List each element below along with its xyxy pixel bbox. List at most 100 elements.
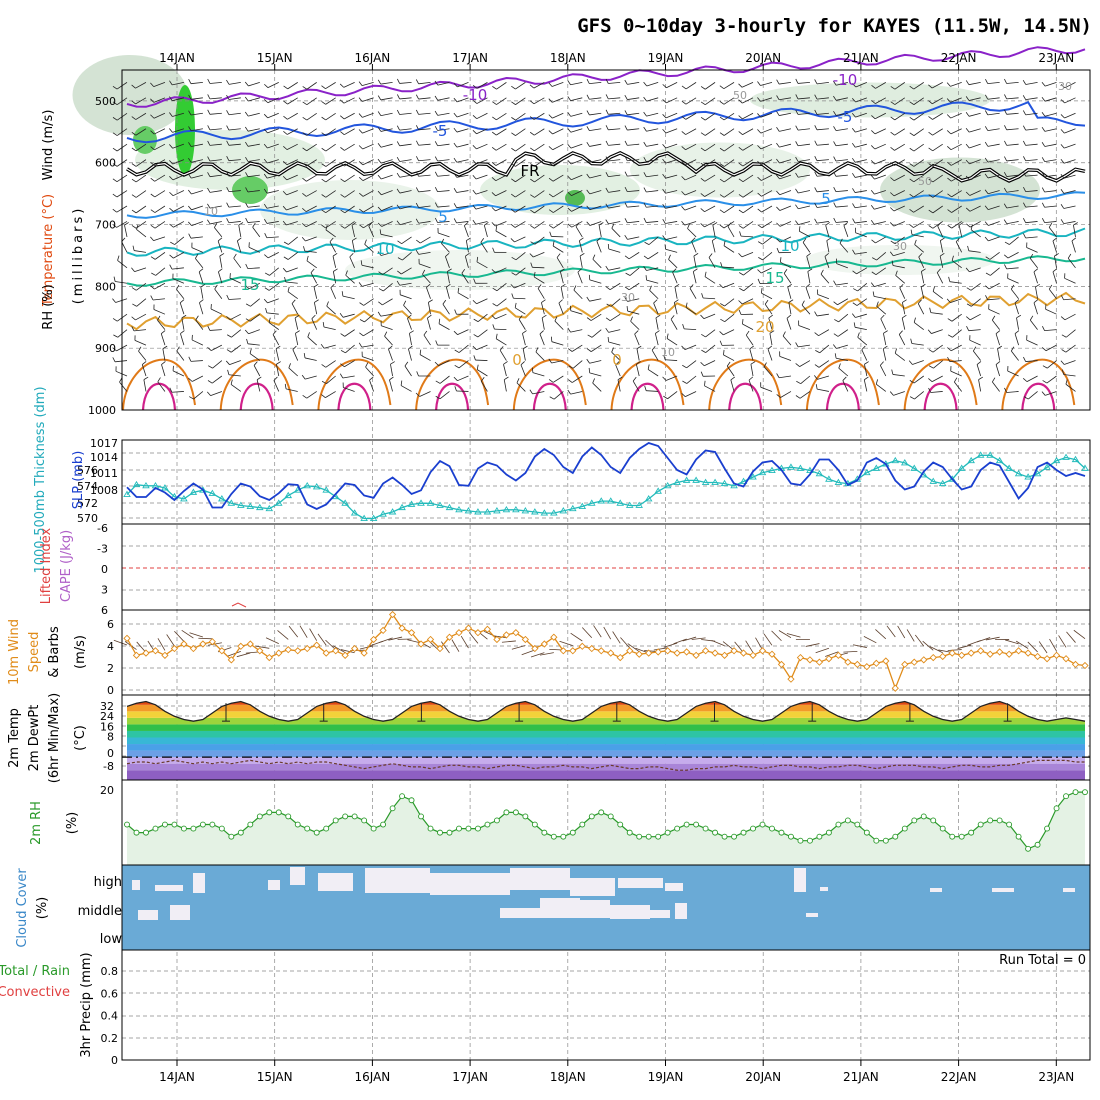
rh2m-point (1044, 825, 1051, 832)
wind-barb (894, 112, 906, 121)
wind-barb (515, 128, 526, 136)
wind-barb (456, 143, 469, 148)
wind-barb-flag (738, 225, 744, 229)
wind-barb (249, 353, 261, 361)
wind10-barb (1066, 631, 1076, 643)
wind-barb (835, 205, 848, 208)
wind10-barb (166, 634, 175, 647)
wind-barb-flag (511, 256, 517, 261)
wind-barb (874, 143, 886, 150)
wind-barb (950, 128, 962, 135)
wind-barb (1006, 267, 1019, 270)
wind-barb-flag (795, 342, 799, 348)
wind-barb (418, 97, 431, 100)
wind-barb (418, 112, 431, 115)
wind-barb-flag (131, 178, 137, 183)
wind10-point (369, 635, 378, 644)
wind-barb-flag (1003, 219, 1008, 224)
wind-barb (409, 333, 412, 346)
wind-barb-flag (965, 207, 971, 212)
wind-barb (399, 81, 412, 84)
wind-barb-flag (662, 376, 667, 381)
wind-barb-flag (472, 345, 477, 351)
wind-barb (779, 190, 792, 196)
wind-barb-flag (491, 146, 497, 151)
wind-barb (516, 382, 526, 392)
wind10-barb (340, 649, 355, 654)
wind-barb-flag (833, 95, 837, 101)
wind-barb-flag (976, 361, 982, 365)
contour-label: -5 (433, 122, 448, 140)
wind-barb (742, 174, 754, 183)
wind-barb (267, 159, 279, 164)
wind-barb (306, 174, 317, 182)
wind-barb-flag (188, 173, 192, 179)
wind-barb (307, 336, 317, 346)
wind-barb-flag (549, 231, 552, 237)
wind-barb (654, 333, 659, 346)
wind-barb (1063, 374, 1076, 377)
wind-barb-flag (530, 262, 533, 268)
wind-barb (742, 97, 754, 104)
wind-barb-flag (617, 376, 623, 381)
precip-ytick: 0.2 (101, 1032, 119, 1045)
wind-barb (824, 256, 830, 268)
wind-barb (210, 221, 222, 225)
wind-barb (439, 391, 450, 400)
wind-barb (608, 248, 621, 253)
thickness-point (322, 486, 330, 493)
isotherm-30 (728, 382, 763, 411)
wind-barb-flag (655, 314, 661, 319)
rh2m-point (531, 821, 538, 828)
wind-barb (541, 317, 545, 330)
wind-barb (211, 344, 223, 351)
wind-barb-flag (415, 218, 420, 224)
date-label-top: 21JAN (843, 51, 879, 65)
wind-barb-flag (991, 377, 996, 383)
wind-barb (807, 271, 811, 284)
wind-barb (152, 298, 165, 301)
wind-barb-flag (1060, 189, 1065, 194)
wind-barb-flag (263, 113, 268, 119)
temp-band (127, 724, 1085, 731)
wind-barb-flag (965, 159, 970, 165)
thickness-point (388, 508, 397, 515)
wind-barb (901, 317, 906, 330)
wind-barb (247, 143, 260, 147)
wind-barb-flag (188, 142, 192, 147)
wind-barb-flag (438, 318, 441, 324)
wind-barb (399, 97, 412, 100)
wind-barb-flag (870, 205, 875, 210)
wind10-point (720, 651, 729, 659)
wind-barb-flag (207, 219, 211, 225)
wind-barb-flag (890, 207, 895, 212)
wind-barb-flag (592, 254, 596, 260)
isotherm-25 (903, 358, 978, 411)
wind-barb (286, 221, 298, 226)
wind-barb (627, 112, 640, 116)
wind-barb-flag (530, 209, 535, 214)
upper-ylabel-wind: Wind (m/s) (41, 110, 56, 181)
wind-barb (533, 112, 545, 120)
wind-barb-flag (218, 268, 223, 273)
thickness-point (986, 451, 994, 458)
wind-barb-flag (727, 222, 732, 227)
wind-barb (248, 246, 260, 253)
wind-barb (672, 272, 678, 284)
wind-barb (936, 272, 944, 284)
rh2m-point (977, 821, 984, 828)
wind-barb (628, 252, 640, 260)
wind10-barb (734, 641, 744, 653)
wind-barb (428, 302, 431, 315)
wind-barb (267, 143, 279, 149)
wind-barb-flag (245, 217, 249, 223)
wind-barb (939, 256, 944, 268)
rh2m-point (683, 821, 690, 828)
thickness-point (834, 478, 843, 485)
wind-barb-flag (870, 190, 875, 195)
wind-barb-flag (1023, 356, 1026, 362)
wind-barb-flag (549, 396, 555, 400)
wind-barb (1063, 221, 1076, 224)
wind-barb-flag (378, 301, 383, 306)
wind-barb-flag (825, 222, 830, 226)
